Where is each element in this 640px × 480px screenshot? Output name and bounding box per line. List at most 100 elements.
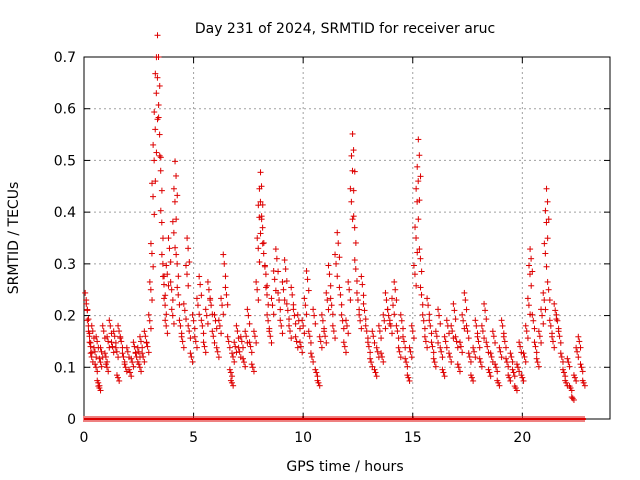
data-point <box>254 235 261 242</box>
data-point <box>260 239 267 246</box>
data-point <box>371 366 378 373</box>
data-point <box>190 317 197 324</box>
data-point <box>193 344 200 351</box>
data-point <box>254 286 261 293</box>
data-point <box>293 338 300 345</box>
data-point <box>417 255 424 262</box>
data-point <box>97 387 104 394</box>
data-point <box>546 317 553 324</box>
data-point <box>157 207 164 214</box>
data-point <box>394 328 401 335</box>
data-point <box>178 333 185 340</box>
data-point <box>256 258 263 265</box>
data-point <box>271 276 278 283</box>
data-point <box>159 273 166 280</box>
y-tick-label: 0.1 <box>54 360 76 376</box>
data-point <box>273 255 280 262</box>
data-point <box>350 213 357 220</box>
data-point <box>139 350 146 357</box>
data-point <box>544 235 551 242</box>
data-point <box>510 369 517 376</box>
data-point <box>503 359 510 366</box>
data-point <box>283 278 290 285</box>
data-point <box>424 344 431 351</box>
data-point <box>160 281 167 288</box>
data-point <box>492 339 499 346</box>
data-point <box>316 333 323 340</box>
data-point <box>459 311 466 318</box>
data-point <box>85 316 92 323</box>
data-point <box>204 278 211 285</box>
data-point <box>168 286 175 293</box>
data-point <box>189 311 196 318</box>
data-point <box>529 268 536 275</box>
data-point <box>411 271 418 278</box>
data-point <box>312 320 319 327</box>
data-point <box>564 355 571 362</box>
data-point <box>209 328 216 335</box>
data-point <box>308 353 315 360</box>
data-point <box>257 169 264 176</box>
data-point <box>105 368 112 375</box>
data-point <box>516 339 523 346</box>
data-point <box>150 263 157 270</box>
x-axis-label: GPS time / hours <box>286 459 403 475</box>
data-point <box>155 114 162 121</box>
data-point <box>128 355 135 362</box>
data-point <box>188 353 195 360</box>
data-point <box>395 335 402 342</box>
data-point <box>373 373 380 380</box>
data-point <box>180 300 187 307</box>
data-point <box>477 359 484 366</box>
data-point <box>201 343 208 350</box>
data-point <box>406 344 413 351</box>
data-point <box>172 158 179 165</box>
data-point <box>410 262 417 269</box>
data-point <box>349 216 356 223</box>
data-point <box>300 322 307 329</box>
data-point <box>524 335 531 342</box>
data-point <box>155 101 162 108</box>
data-point <box>167 258 174 265</box>
data-point <box>350 187 357 194</box>
data-point <box>487 373 494 380</box>
data-point <box>413 282 420 289</box>
x-tick-label: 5 <box>189 430 198 446</box>
data-point <box>280 286 287 293</box>
data-point <box>382 325 389 332</box>
data-point <box>277 306 284 313</box>
data-point <box>214 348 221 355</box>
data-point <box>282 266 289 273</box>
data-point <box>318 311 325 318</box>
data-point <box>474 333 481 340</box>
data-point <box>169 297 176 304</box>
data-point <box>526 262 533 269</box>
y-axis-label: SRMTID / TECUs <box>6 182 22 295</box>
data-point <box>427 322 434 329</box>
data-point <box>408 322 415 329</box>
data-point <box>481 335 488 342</box>
data-point <box>498 354 505 361</box>
data-point <box>121 361 128 368</box>
data-point <box>161 295 168 302</box>
data-point <box>533 355 540 362</box>
data-point <box>379 353 386 360</box>
data-point <box>540 320 547 327</box>
data-point <box>171 198 178 205</box>
data-point <box>128 373 135 380</box>
data-point <box>307 339 314 346</box>
data-point <box>531 339 538 346</box>
data-point <box>452 316 459 323</box>
data-point <box>162 317 169 324</box>
data-point <box>496 382 503 389</box>
data-point <box>369 328 376 335</box>
data-point <box>136 333 143 340</box>
data-point <box>196 311 203 318</box>
data-point <box>179 338 186 345</box>
data-point <box>334 273 341 280</box>
data-point <box>264 311 271 318</box>
data-point <box>221 260 228 267</box>
data-point <box>154 74 161 81</box>
data-point <box>110 328 117 335</box>
data-point <box>344 322 350 329</box>
